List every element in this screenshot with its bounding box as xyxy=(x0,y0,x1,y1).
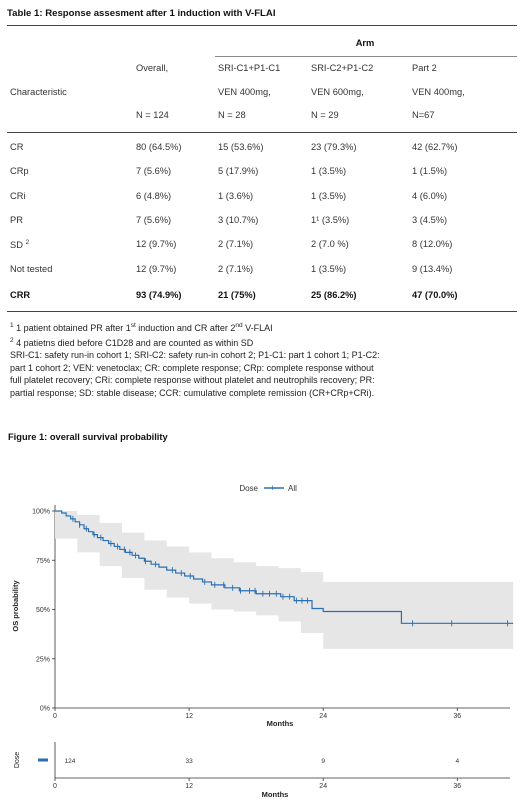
risk-x-ticks: 0 12 24 36 xyxy=(53,778,461,790)
risk-table: 124 33 9 4 xyxy=(65,758,460,765)
col-header-c2-l1: SRI-C2+P1-C2 xyxy=(311,63,374,73)
y-tick-label: 75% xyxy=(36,558,50,565)
legend-censor-mark: + xyxy=(270,483,275,493)
cell: 1 (3.5%) xyxy=(311,264,347,274)
row-label: CRp xyxy=(10,166,29,176)
cell: 3 (10.7%) xyxy=(218,215,259,225)
col-header-c1-l2: VEN 400mg, xyxy=(218,87,271,97)
row-label: PR xyxy=(10,215,23,225)
x-axis-label: Months xyxy=(267,719,294,728)
cell: 7 (5.6%) xyxy=(136,166,172,176)
y-tick-label: 0% xyxy=(40,706,50,713)
footnote-2: 2 4 patietns died before C1D28 and are c… xyxy=(10,336,254,348)
arm-rule xyxy=(215,56,517,57)
table-title: Table 1: Response assesment after 1 indu… xyxy=(7,8,276,19)
col-header-c2-n: N = 29 xyxy=(311,110,339,120)
cell: 1 (3.6%) xyxy=(218,191,254,201)
risk-count: 33 xyxy=(185,758,193,765)
col-header-p2-l2: VEN 400mg, xyxy=(412,87,465,97)
risk-x-axis-label: Months xyxy=(262,790,289,799)
risk-x-tick-label: 24 xyxy=(319,783,327,790)
cell: 2 (7.1%) xyxy=(218,239,254,249)
row-footnote-mark: 2 xyxy=(25,239,30,246)
risk-count: 4 xyxy=(455,758,459,765)
y-tick-label: 50% xyxy=(36,607,50,614)
x-tick-label: 0 xyxy=(53,713,57,720)
row-label: CRR xyxy=(10,290,31,300)
footnote-1: 1 1 patient obtained PR after 1st induct… xyxy=(10,322,273,333)
censor-marks xyxy=(72,515,509,627)
cell: 1¹ (3.5%) xyxy=(311,215,350,225)
cell: 5 (17.9%) xyxy=(218,166,259,176)
col-header-overall-n: N = 124 xyxy=(136,110,169,120)
cell: 4 (6.0%) xyxy=(412,191,448,201)
cell: 1 (3.5%) xyxy=(311,191,347,201)
cell: 2 (7.1%) xyxy=(218,264,254,274)
risk-x-tick-label: 36 xyxy=(453,783,461,790)
x-ticks: 0 12 24 36 xyxy=(53,708,461,720)
abbreviations-line: full platelet recovery; CRi: complete re… xyxy=(10,375,375,386)
survival-curve xyxy=(55,510,514,624)
cell: 6 (4.8%) xyxy=(136,191,172,201)
y-tick-label: 100% xyxy=(32,509,50,516)
x-tick-label: 12 xyxy=(185,713,193,720)
col-header-overall-l1: Overall, xyxy=(136,63,169,73)
cell: 15 (53.6%) xyxy=(218,142,264,152)
confidence-band xyxy=(55,511,514,649)
row-label: SD 2 xyxy=(10,239,30,251)
cell: 25 (86.2%) xyxy=(311,290,357,300)
cell: 2 (7.0 %) xyxy=(311,239,349,249)
col-header-c1-l1: SRI-C1+P1-C1 xyxy=(218,63,281,73)
row-label: CR xyxy=(10,142,24,152)
abbreviations-line: SRI-C1: safety run-in cohort 1; SRI-C2: … xyxy=(10,350,380,361)
cell: 42 (62.7%) xyxy=(412,142,458,152)
cell: 47 (70.0%) xyxy=(412,290,458,300)
figure-title: Figure 1: overall survival probability xyxy=(8,432,168,442)
y-tick-label: 25% xyxy=(36,656,50,663)
cell: 12 (9.7%) xyxy=(136,239,177,249)
cell: 7 (5.6%) xyxy=(136,215,172,225)
row-label: CRi xyxy=(10,191,26,201)
cell: 23 (79.3%) xyxy=(311,142,357,152)
risk-count: 9 xyxy=(321,758,325,765)
cell: 93 (74.9%) xyxy=(136,290,182,300)
cell: 1 (3.5%) xyxy=(311,166,347,176)
x-tick-label: 24 xyxy=(319,713,327,720)
risk-x-tick-label: 0 xyxy=(53,783,57,790)
y-ticks: 0% 25% 50% 75% 100% xyxy=(32,509,55,713)
footnotes: 1 1 patient obtained PR after 1st induct… xyxy=(10,320,515,400)
legend-title: Dose xyxy=(239,484,258,493)
survival-line xyxy=(55,510,514,624)
col-header-c2-l2: VEN 600mg, xyxy=(311,87,364,97)
col-header-p2-n: N=67 xyxy=(412,110,435,120)
abbreviations-line: part 1 cohort 2; VEN: venetoclax; CR: co… xyxy=(10,362,374,373)
risk-count: 124 xyxy=(65,758,76,765)
y-axis-label: OS probability xyxy=(11,580,20,632)
cell: 80 (64.5%) xyxy=(136,142,182,152)
risk-x-tick-label: 12 xyxy=(185,783,193,790)
abbreviations-line: partial response; SD: stable disease; CC… xyxy=(10,387,375,398)
cell: 21 (75%) xyxy=(218,290,256,300)
ci-band xyxy=(55,511,514,649)
col-header-c1-n: N = 28 xyxy=(218,110,246,120)
cell: 1 (1.5%) xyxy=(412,166,448,176)
cell: 12 (9.7%) xyxy=(136,264,177,274)
header-bottom-rule xyxy=(7,132,517,133)
col-header-p2-l1: Part 2 xyxy=(412,63,437,73)
risk-table-label: Dose xyxy=(14,752,21,768)
cell: 9 (13.4%) xyxy=(412,264,453,274)
arm-header: Arm xyxy=(355,38,375,48)
row-label: Not tested xyxy=(10,264,53,274)
legend-item-label: All xyxy=(288,484,297,493)
characteristic-header: Characteristic xyxy=(10,87,67,97)
x-tick-label: 36 xyxy=(453,713,461,720)
cell: 3 (4.5%) xyxy=(412,215,448,225)
table-top-rule xyxy=(7,25,517,26)
cell: 8 (12.0%) xyxy=(412,239,453,249)
table-bottom-rule xyxy=(7,311,517,312)
